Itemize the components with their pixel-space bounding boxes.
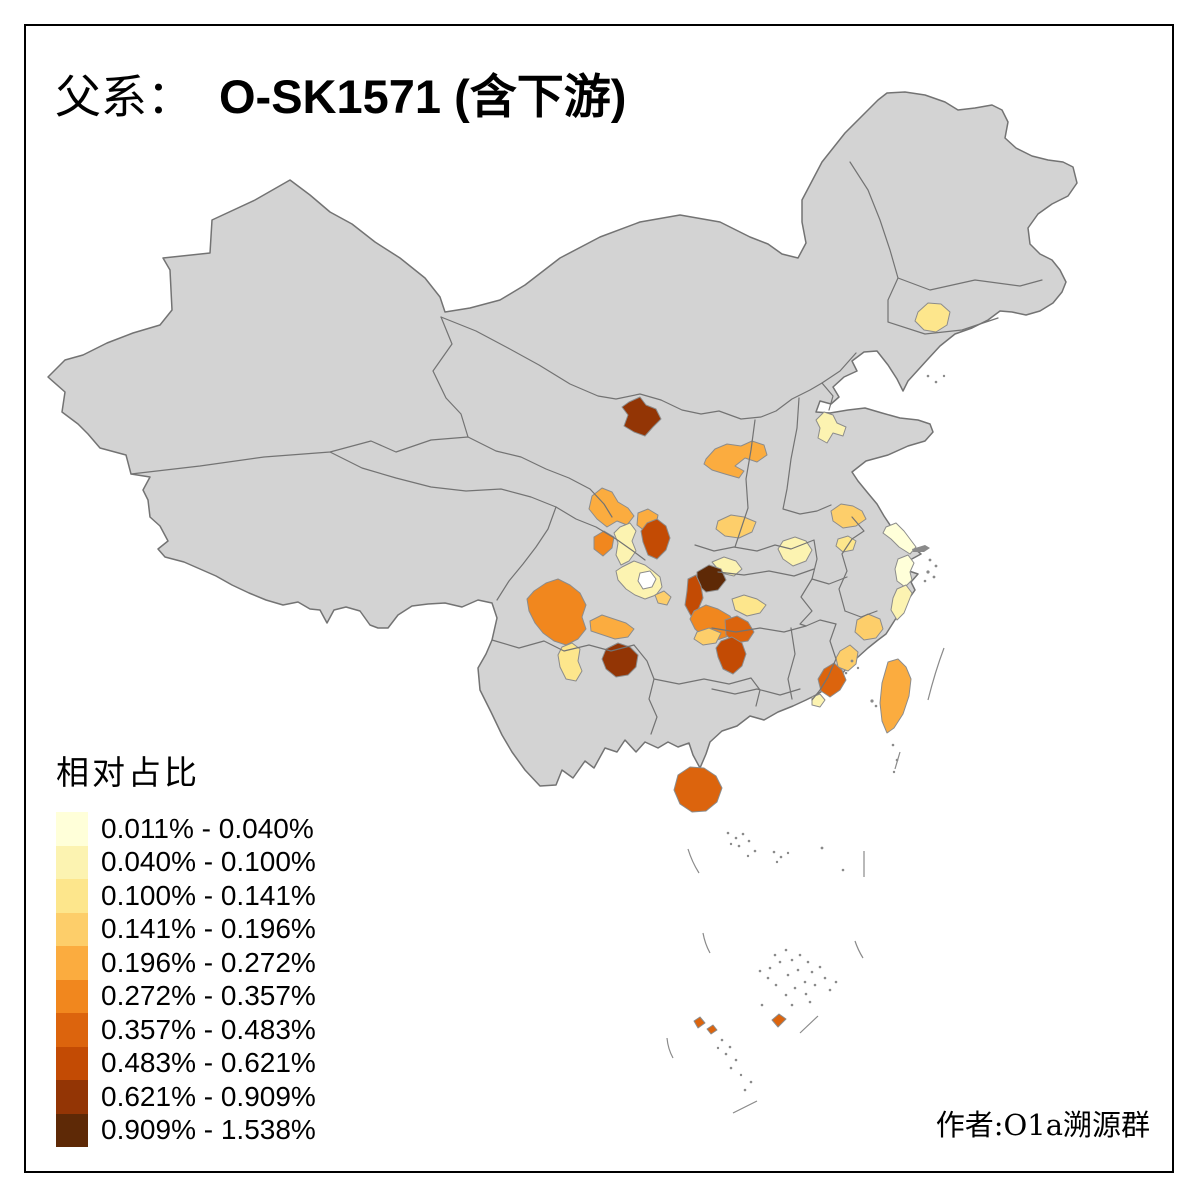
map-region xyxy=(693,627,722,646)
map-region xyxy=(731,594,767,617)
legend-swatch xyxy=(56,979,88,1013)
province-border xyxy=(811,576,848,585)
map-region xyxy=(621,396,662,437)
province-border xyxy=(694,539,818,580)
map-region xyxy=(815,411,847,444)
map-region xyxy=(854,613,884,641)
map-region xyxy=(557,642,583,682)
legend-label: 0.272% - 0.357% xyxy=(101,980,316,1012)
province-border xyxy=(887,277,999,335)
map-region xyxy=(715,514,757,539)
legend-label: 0.040% - 0.100% xyxy=(101,846,316,878)
province-border xyxy=(555,506,646,561)
map-region xyxy=(914,302,951,333)
map-region xyxy=(817,662,847,698)
province-border xyxy=(432,316,469,438)
legend-row: 0.357% - 0.483% xyxy=(56,1013,316,1047)
map-region xyxy=(890,584,913,621)
map-region xyxy=(693,1016,706,1029)
province-border xyxy=(799,578,813,627)
province-border xyxy=(717,568,815,577)
title-haplogroup: O-SK1571 (含下游) xyxy=(219,70,627,123)
map-region xyxy=(673,766,723,813)
legend-rows: 0.011% - 0.040% 0.040% - 0.100% 0.100% - 0… xyxy=(56,812,316,1147)
province-border xyxy=(130,436,469,475)
sea-boundary-lines xyxy=(666,647,945,1114)
map-region xyxy=(830,503,867,529)
legend-row: 0.100% - 0.141% xyxy=(56,879,316,913)
province-border xyxy=(633,644,658,735)
legend-row: 0.040% - 0.100% xyxy=(56,845,316,879)
map-region xyxy=(771,1013,787,1028)
map-region xyxy=(593,530,615,557)
legend-swatch xyxy=(56,946,88,980)
author-credit: 作者:O1a溯源群 xyxy=(935,1108,1150,1142)
map-region xyxy=(715,636,747,675)
legend-label: 0.011% - 0.040% xyxy=(101,812,314,844)
mainland-outline xyxy=(47,91,1078,787)
legend-label: 0.100% - 0.141% xyxy=(101,879,316,911)
map-legend: 相对占比 0.011% - 0.040% 0.040% - 0.100% 0.100… xyxy=(56,746,316,1147)
map-region xyxy=(706,1024,718,1035)
legend-row: 0.272% - 0.357% xyxy=(56,979,316,1013)
province-border xyxy=(660,352,857,420)
legend-label: 0.483% - 0.621% xyxy=(101,1047,316,1079)
province-border xyxy=(787,627,796,700)
province-border xyxy=(711,688,801,696)
legend-swatch xyxy=(56,845,88,879)
legend-row: 0.621% - 0.909% xyxy=(56,1080,316,1114)
map-region xyxy=(588,487,635,528)
province-border xyxy=(811,623,837,701)
map-region xyxy=(894,554,915,588)
map-region xyxy=(640,518,671,560)
legend-label: 0.357% - 0.483% xyxy=(101,1013,316,1045)
map-region xyxy=(637,570,657,590)
province-border xyxy=(467,436,613,518)
legend-label: 0.196% - 0.272% xyxy=(101,946,316,978)
page-title: 父系： O-SK1571 (含下游) xyxy=(55,58,626,127)
province-border xyxy=(440,316,662,401)
legend-swatch xyxy=(56,912,88,946)
legend-swatch xyxy=(56,1013,88,1047)
small-islands xyxy=(716,374,946,1092)
legend-swatch xyxy=(56,1113,88,1147)
legend-row: 0.196% - 0.272% xyxy=(56,946,316,980)
legend-swatch xyxy=(56,1046,88,1080)
legend-label: 0.909% - 1.538% xyxy=(101,1114,316,1146)
province-border xyxy=(496,506,557,601)
province-border xyxy=(711,619,837,633)
province-border xyxy=(491,639,635,652)
map-region xyxy=(589,614,635,640)
province-border xyxy=(329,451,557,508)
map-region xyxy=(724,615,755,644)
province-border xyxy=(838,516,865,612)
map-region xyxy=(654,590,672,606)
title-prefix: 父系： xyxy=(55,70,193,124)
province-border xyxy=(821,382,834,411)
map-region xyxy=(879,658,912,734)
legend-row: 0.909% - 1.538% xyxy=(56,1113,316,1147)
legend-label: 0.621% - 0.909% xyxy=(101,1080,316,1112)
province-border xyxy=(734,419,756,548)
legend-title: 相对占比 xyxy=(56,753,200,792)
province-border xyxy=(782,397,832,515)
legend-row: 0.011% - 0.040% xyxy=(56,812,316,846)
legend-row: 0.483% - 0.621% xyxy=(56,1046,316,1080)
map-region xyxy=(526,578,587,646)
legend-swatch xyxy=(56,879,88,913)
legend-swatch xyxy=(56,1080,88,1114)
map-region xyxy=(811,693,826,708)
province-border xyxy=(844,610,878,618)
legend-label: 0.141% - 0.196% xyxy=(101,913,316,945)
legend-row: 0.141% - 0.196% xyxy=(56,912,316,946)
legend-swatch xyxy=(56,812,88,846)
